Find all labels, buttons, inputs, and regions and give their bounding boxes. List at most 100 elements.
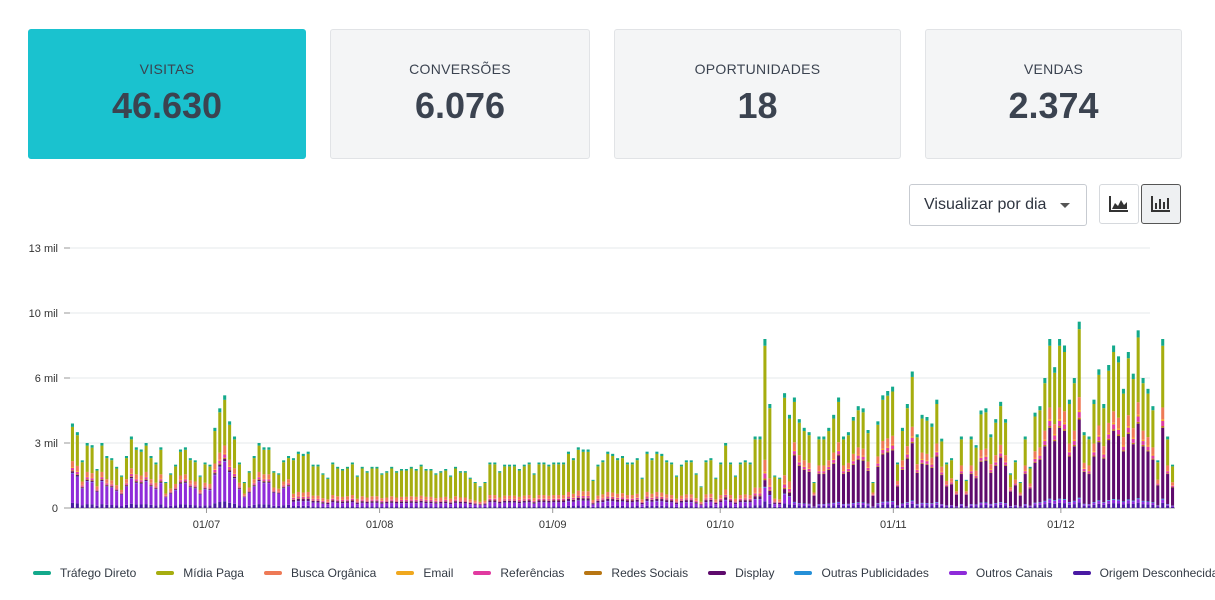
bar-segment (964, 479, 968, 481)
bar-segment (950, 458, 954, 461)
bar-segment (370, 466, 374, 469)
bar-segment (969, 504, 973, 506)
bar-segment (1131, 444, 1135, 501)
x-tick-label: 01/10 (706, 519, 734, 531)
bar-segment (183, 478, 187, 480)
bar-segment (1092, 502, 1096, 505)
card-conversoes[interactable]: CONVERSÕES 6.076 (330, 29, 590, 159)
bar-segment (360, 499, 364, 501)
legend-item[interactable]: Referências (473, 566, 564, 580)
bar-segment (920, 505, 924, 508)
bar-stack (1028, 466, 1032, 508)
bar-segment (1072, 430, 1076, 440)
bar-segment (758, 499, 762, 506)
legend-item[interactable]: Outros Canais (948, 566, 1053, 580)
bar-stack (635, 458, 639, 508)
bar-segment (414, 501, 418, 504)
bar-segment (1038, 458, 1042, 460)
bar-segment (331, 500, 335, 503)
bar-segment (547, 506, 551, 508)
bar-segment (679, 499, 683, 501)
bar-segment (792, 397, 796, 402)
card-visitas[interactable]: VISITAS 46.630 (28, 29, 306, 159)
bar-segment (1018, 506, 1022, 508)
bar-segment (905, 458, 909, 503)
bar-segment (881, 440, 885, 449)
bar-segment (537, 502, 541, 507)
bar-segment (1023, 473, 1027, 475)
x-tick-label: 01/12 (1047, 519, 1075, 531)
legend-item[interactable]: Mídia Paga (156, 566, 244, 580)
bar-stack (684, 460, 688, 508)
bar-segment (822, 474, 826, 505)
bar-segment (729, 506, 733, 508)
bar-segment (1171, 505, 1175, 507)
bar-segment (895, 462, 900, 465)
bar-segment (562, 500, 566, 503)
bar-segment (316, 464, 320, 467)
bar-segment (620, 458, 625, 494)
bar-stack (522, 464, 526, 508)
bar-segment (881, 448, 885, 450)
bar-segment (935, 399, 939, 404)
legend-item[interactable]: Origem Desconhecida (1072, 566, 1215, 580)
bar-segment (841, 504, 846, 506)
bar-segment (891, 386, 895, 392)
card-oportunidades[interactable]: OPORTUNIDADES 18 (614, 29, 901, 159)
bar-segment (866, 430, 870, 434)
bar-segment (920, 452, 924, 460)
bar-segment (547, 500, 551, 503)
bar-segment (792, 401, 796, 443)
bar-segment (331, 498, 335, 501)
bar-segment (1102, 453, 1106, 455)
bar-segment (252, 484, 256, 486)
bar-segment (763, 459, 767, 472)
bar-segment (797, 464, 801, 466)
card-vendas[interactable]: VENDAS 2.374 (925, 29, 1182, 159)
bar-chart-button[interactable] (1141, 184, 1181, 224)
legend-swatch (794, 571, 813, 575)
bar-segment (85, 479, 89, 482)
bar-segment (395, 506, 399, 508)
bar-segment (326, 501, 330, 503)
legend-item[interactable]: Outras Publicidades (794, 566, 929, 580)
bar-segment (1028, 466, 1032, 469)
bar-segment (910, 441, 914, 444)
bar-stack (841, 436, 846, 508)
bar-segment (606, 498, 610, 501)
bar-segment (365, 500, 369, 502)
legend-item[interactable]: Tráfego Direto (33, 566, 136, 580)
bar-segment (218, 459, 222, 461)
bar-segment (1092, 451, 1096, 453)
bar-segment (336, 466, 340, 469)
bar-segment (768, 489, 772, 491)
bar-segment (891, 391, 895, 436)
area-chart-button[interactable] (1099, 184, 1139, 224)
bar-segment (822, 471, 826, 474)
legend-item[interactable]: Redes Sociais (584, 566, 688, 580)
bar-stack (532, 473, 536, 508)
bar-segment (655, 496, 659, 499)
view-by-select[interactable]: Visualizar por dia (909, 184, 1087, 226)
bar-segment (100, 481, 104, 505)
legend-item[interactable]: Busca Orgânica (263, 566, 376, 580)
bar-segment (542, 462, 546, 465)
bar-segment (846, 471, 850, 504)
bar-segment (70, 467, 74, 471)
legend-swatch (396, 571, 415, 575)
bar-segment (1082, 468, 1086, 469)
bar-segment (822, 439, 826, 466)
bar-segment (80, 487, 84, 489)
bar-segment (1151, 410, 1155, 448)
bar-segment (994, 464, 998, 466)
bar-segment (1112, 411, 1116, 423)
bar-segment (935, 452, 939, 456)
bar-segment (763, 339, 767, 346)
bar-stack (1166, 436, 1170, 508)
bar-segment (527, 500, 531, 503)
legend-item[interactable]: Email (396, 566, 453, 580)
legend-item[interactable]: Display (708, 566, 774, 580)
bar-segment (837, 501, 841, 503)
bar-segment (331, 462, 335, 465)
bar-segment (807, 468, 811, 469)
